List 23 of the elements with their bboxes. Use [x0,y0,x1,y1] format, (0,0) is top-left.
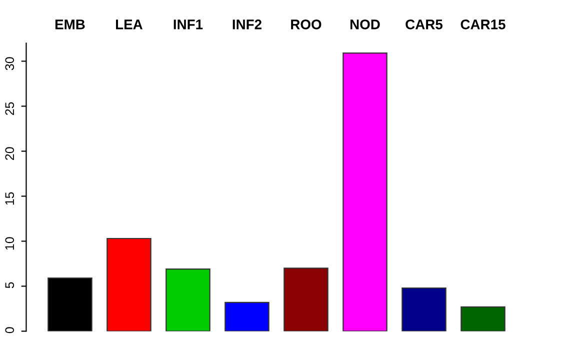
bar [106,238,152,332]
y-tick-label: 30 [5,57,14,70]
x-tick-label: INF1 [174,20,203,30]
bar [48,278,92,332]
x-tick-label: NOD [350,20,380,30]
bar [284,268,328,332]
x-tick-label: CAR5 [406,20,443,30]
x-tick-label: INF2 [232,20,262,30]
y-tick-label: 25 [5,102,14,115]
bar [224,302,270,332]
x-tick-label: ROO [291,20,322,30]
y-tick-label: 5 [5,282,14,288]
y-tick-label: 0 [5,327,14,334]
bar [342,52,388,332]
bar [402,287,446,332]
bar [460,306,506,332]
y-tick-label: 20 [5,147,14,160]
x-tick-label: CAR15 [460,20,506,30]
x-tick-label: LEA [116,20,142,30]
x-tick-label: EMB [55,20,85,30]
y-tick-label: 15 [5,192,14,205]
y-tick-label: 10 [5,237,14,250]
bar [166,268,210,332]
